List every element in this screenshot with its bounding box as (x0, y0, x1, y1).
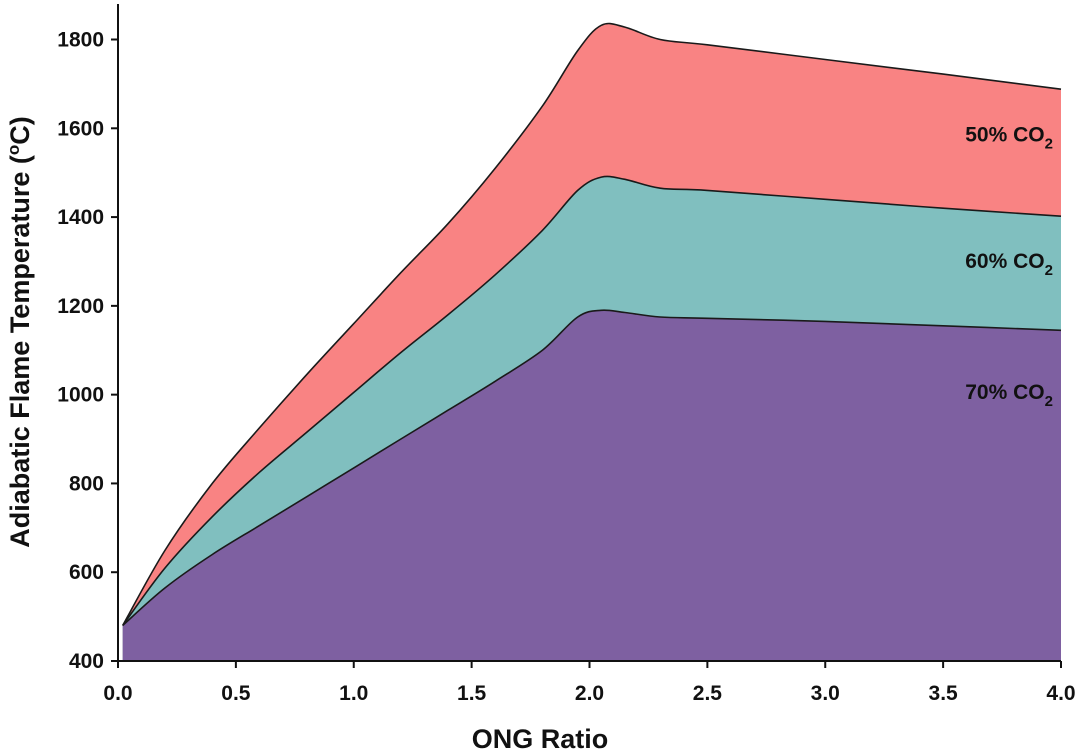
y-tick-label: 1400 (57, 206, 104, 229)
y-axis-title-degree: o (4, 145, 23, 155)
y-tick-label: 400 (69, 650, 104, 673)
x-tick-label: 0.5 (221, 682, 251, 705)
y-tick-label: 800 (69, 472, 104, 495)
y-tick-label: 1600 (57, 117, 104, 140)
x-tick-label: 3.0 (811, 682, 840, 705)
y-ticks: 400 600 800 1000 1200 1400 1600 1800 (57, 29, 118, 673)
x-tick-label: 1.0 (339, 682, 368, 705)
line-60-co2 (122, 175, 1062, 626)
y-tick-label: 600 (69, 561, 104, 584)
series-label-main: 50% CO (965, 124, 1044, 147)
x-tick-label: 1.5 (457, 682, 487, 705)
x-tick-label: 3.5 (929, 682, 959, 705)
series-label-subscript: 2 (1045, 136, 1053, 153)
y-tick-label: 1200 (57, 295, 104, 318)
series-label-60-co2: 60% CO2 (965, 250, 1053, 279)
x-ticks: 0.0 0.5 1.0 1.5 2.0 2.5 3.0 3.5 4.0 (103, 661, 1076, 705)
line-70-co2 (122, 309, 1062, 627)
series-label-subscript: 2 (1045, 393, 1053, 410)
y-tick-label: 1000 (57, 384, 104, 407)
y-axis-title: Adiabatic Flame Temperature (oC) (4, 116, 35, 548)
series-label-50-co2: 50% CO2 (965, 124, 1053, 153)
y-tick-label: 1800 (57, 29, 104, 52)
x-tick-label: 0.0 (103, 682, 132, 705)
line-50-co2 (122, 22, 1062, 626)
series-label-main: 60% CO (965, 250, 1044, 273)
series-label-main: 70% CO (965, 381, 1044, 404)
series-label-subscript: 2 (1045, 262, 1053, 279)
x-tick-label: 2.0 (575, 682, 604, 705)
series-label-70-co2: 70% CO2 (965, 381, 1053, 410)
y-axis-title-main: Adiabatic Flame Temperature ( (5, 155, 35, 548)
x-tick-label: 4.0 (1046, 682, 1075, 705)
y-axis-title-unit: C) (5, 116, 35, 145)
area-series-group (122, 22, 1062, 661)
x-tick-label: 2.5 (693, 682, 723, 705)
x-axis-title: ONG Ratio (472, 724, 609, 754)
area-70-co2 (122, 310, 1061, 661)
